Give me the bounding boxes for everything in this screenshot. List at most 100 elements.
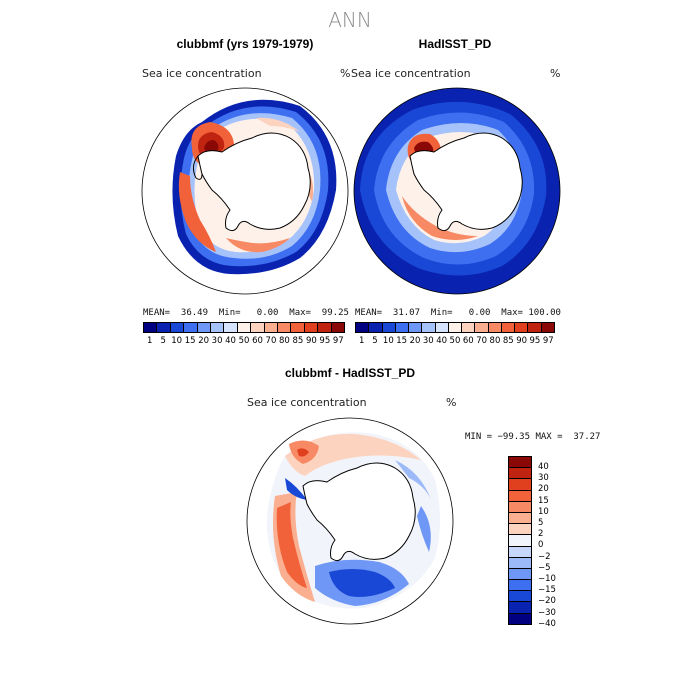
- colorbar-swatch: [237, 323, 252, 332]
- colorbar-swatch: [144, 323, 158, 332]
- colorbar-tick-label: 80: [279, 336, 290, 346]
- colorbar-swatch: [395, 323, 410, 332]
- obs-variable-label: Sea ice concentration: [351, 67, 471, 80]
- colorbar-swatch: [475, 323, 489, 332]
- diff-colorbar-tick-label: −2: [538, 551, 551, 562]
- colorbar-tick-label: 90: [305, 336, 317, 346]
- diff-colorbar-tick-label: −15: [538, 585, 556, 596]
- obs-colorbar-labels: 1 5 10 15 20 30 40 50 60 70 80 85 90 95 97: [355, 336, 555, 346]
- diff-colorbar-tick-label: −5: [538, 562, 551, 573]
- colorbar-tick-label: 20: [198, 336, 210, 346]
- colorbar-tick-label: 95: [319, 336, 331, 346]
- diff-variable-label: Sea ice concentration: [247, 396, 367, 409]
- diff-colorbar-swatch: [509, 501, 531, 513]
- colorbar-tick-label: 5: [372, 336, 378, 346]
- colorbar-swatch: [369, 323, 383, 332]
- colorbar-swatch: [304, 323, 319, 332]
- diff-colorbar-tick-label: 15: [538, 495, 549, 506]
- diff-colorbar-labels: 40 30 20 15 10 5 2 0 −2 −5 −10 −15 −20 −30 −40: [538, 456, 578, 629]
- diff-stats: MIN = −99.35 MAX = 37.27: [465, 432, 601, 442]
- diff-colorbar-tick-label: 40: [538, 462, 549, 472]
- diff-colorbar-swatch: [509, 557, 531, 569]
- colorbar-tick-label: 50: [238, 336, 250, 346]
- colorbar-swatch: [170, 323, 185, 332]
- model-stats: MEAN= 36.49 Min= 0.00 Max= 99.25: [143, 308, 349, 318]
- colorbar-tick-label: 85: [502, 336, 514, 346]
- colorbar-tick-label: 40: [225, 336, 236, 346]
- colorbar-tick-label: 90: [516, 336, 528, 346]
- colorbar-swatch: [331, 323, 345, 332]
- colorbar-tick-label: 30: [211, 336, 223, 346]
- diff-colorbar-tick-label: −30: [538, 607, 556, 618]
- diff-panel-title: clubbmf - HadISST_PD: [284, 366, 415, 380]
- obs-colorbar: 1 5 10 15 20 30 40 50 60 70 80 85 90 95 97: [355, 322, 555, 346]
- model-colorbar-labels: 1 5 10 15 20 30 40 50 60 70 80 85 90 95 97: [143, 336, 345, 346]
- colorbar-tick-label: 95: [529, 336, 541, 346]
- colorbar-swatch: [356, 323, 370, 332]
- model-colorbar-swatches: [143, 322, 345, 333]
- diff-colorbar-swatch: [509, 580, 531, 592]
- colorbar-swatch: [278, 323, 292, 332]
- colorbar-swatch: [448, 323, 463, 332]
- colorbar-swatch: [291, 323, 305, 332]
- colorbar-tick-label: 97: [542, 336, 554, 346]
- colorbar-tick-label: 10: [382, 336, 394, 346]
- colorbar-tick-label: 80: [489, 336, 501, 346]
- diff-colorbar-swatch: [509, 524, 531, 536]
- colorbar-swatch: [462, 323, 476, 332]
- colorbar-swatch: [435, 323, 449, 332]
- colorbar-swatch: [515, 323, 529, 332]
- colorbar-swatch: [528, 323, 542, 332]
- colorbar-tick-label: 20: [409, 336, 421, 346]
- colorbar-tick-label: 60: [252, 336, 263, 346]
- diff-colorbar-swatch: [509, 479, 531, 491]
- model-panel-title: clubbmf (yrs 1979-1979): [176, 37, 314, 51]
- page-title: ANN: [328, 8, 372, 32]
- colorbar-swatch: [251, 323, 265, 332]
- colorbar-tick-label: 60: [462, 336, 474, 346]
- colorbar-tick-label: 85: [292, 336, 304, 346]
- diff-colorbar-swatch: [509, 546, 531, 558]
- colorbar-tick-label: 15: [184, 336, 196, 346]
- obs-polar-map: [353, 87, 561, 295]
- colorbar-tick-label: 70: [265, 336, 277, 346]
- diff-colorbar-swatch: [509, 490, 531, 502]
- model-units-label: %: [340, 67, 351, 80]
- diff-colorbar-tick-label: 0: [538, 540, 544, 551]
- obs-colorbar-swatches: [355, 322, 555, 333]
- diff-colorbar-swatch: [509, 591, 531, 603]
- diff-colorbar-tick-label: 2: [538, 529, 544, 540]
- diff-colorbar-tick-label: −40: [538, 618, 556, 629]
- diff-units-label: %: [446, 396, 457, 409]
- colorbar-tick-label: 1: [147, 336, 153, 346]
- colorbar-tick-label: 97: [332, 336, 344, 346]
- diff-colorbar-tick-label: 10: [538, 506, 549, 517]
- colorbar-swatch: [318, 323, 332, 332]
- obs-units-label: %: [550, 67, 561, 80]
- colorbar-swatch: [184, 323, 198, 332]
- diff-colorbar-swatch: [509, 468, 531, 480]
- colorbar-tick-label: 50: [449, 336, 461, 346]
- colorbar-swatch: [409, 323, 423, 332]
- diff-colorbar-swatch: [509, 602, 531, 614]
- model-variable-label: Sea ice concentration: [142, 67, 262, 80]
- diff-colorbar-swatch: [509, 568, 531, 581]
- diff-colorbar-swatch: [509, 535, 531, 547]
- diff-colorbar-tick-label: 5: [538, 518, 544, 528]
- diff-colorbar-swatch: [509, 512, 531, 525]
- diff-colorbar-swatch: [509, 613, 531, 624]
- colorbar-tick-label: 10: [171, 336, 183, 346]
- colorbar-swatch: [264, 323, 279, 332]
- diff-colorbar-tick-label: −20: [538, 596, 556, 607]
- colorbar-swatch: [488, 323, 502, 332]
- colorbar-swatch: [224, 323, 238, 332]
- colorbar-swatch: [197, 323, 212, 332]
- colorbar-tick-label: 30: [422, 336, 434, 346]
- diff-colorbar-tick-label: 30: [538, 473, 549, 484]
- obs-panel-title: HadISST_PD: [418, 37, 492, 51]
- diff-polar-map: [246, 417, 454, 625]
- colorbar-swatch: [211, 323, 225, 332]
- diff-colorbar-tick-label: 20: [538, 484, 549, 495]
- colorbar-tick-label: 40: [436, 336, 448, 346]
- colorbar-tick-label: 5: [160, 336, 166, 346]
